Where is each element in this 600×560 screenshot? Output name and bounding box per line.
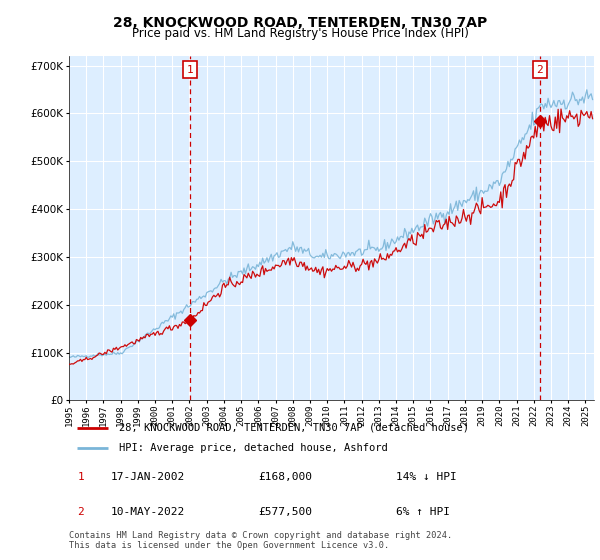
Text: 17-JAN-2002: 17-JAN-2002	[111, 472, 185, 482]
Text: 6% ↑ HPI: 6% ↑ HPI	[396, 507, 450, 517]
Text: Price paid vs. HM Land Registry's House Price Index (HPI): Price paid vs. HM Land Registry's House …	[131, 27, 469, 40]
Text: £168,000: £168,000	[258, 472, 312, 482]
Text: 2: 2	[536, 64, 544, 74]
Text: 1: 1	[77, 472, 85, 482]
Text: 2: 2	[77, 507, 85, 517]
Text: 28, KNOCKWOOD ROAD, TENTERDEN, TN30 7AP (detached house): 28, KNOCKWOOD ROAD, TENTERDEN, TN30 7AP …	[119, 422, 469, 432]
Text: Contains HM Land Registry data © Crown copyright and database right 2024.
This d: Contains HM Land Registry data © Crown c…	[69, 531, 452, 550]
Text: 10-MAY-2022: 10-MAY-2022	[111, 507, 185, 517]
Text: 1: 1	[187, 64, 194, 74]
Text: 14% ↓ HPI: 14% ↓ HPI	[396, 472, 457, 482]
Text: HPI: Average price, detached house, Ashford: HPI: Average price, detached house, Ashf…	[119, 443, 388, 453]
Text: £577,500: £577,500	[258, 507, 312, 517]
Text: 28, KNOCKWOOD ROAD, TENTERDEN, TN30 7AP: 28, KNOCKWOOD ROAD, TENTERDEN, TN30 7AP	[113, 16, 487, 30]
